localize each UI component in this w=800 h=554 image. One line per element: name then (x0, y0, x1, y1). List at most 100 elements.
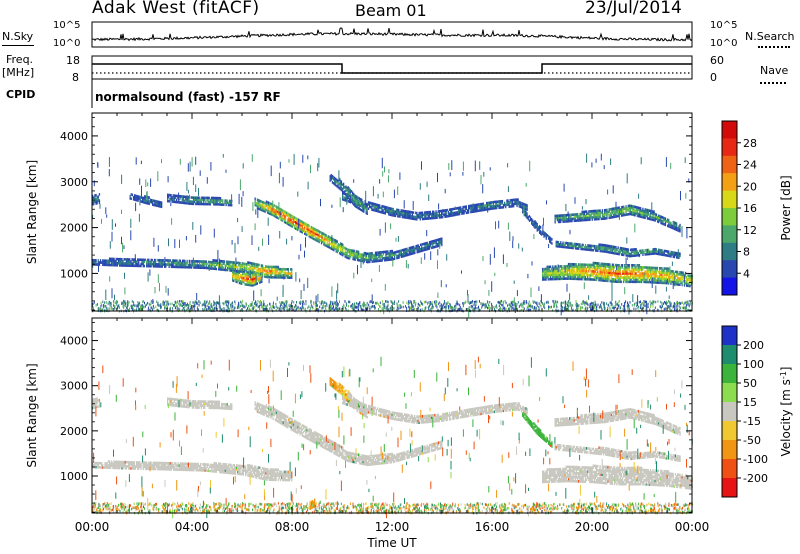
ground-scatter-cell (180, 300, 182, 303)
data-cell (262, 203, 264, 206)
noise-right-tick-bottom: 10^0 (710, 38, 738, 49)
data-cell (632, 205, 634, 208)
data-cell (196, 260, 198, 263)
data-cell (326, 242, 328, 246)
data-cell (414, 247, 416, 250)
data-cell (266, 271, 268, 275)
data-cell (270, 269, 273, 273)
ground-scatter-cell (402, 305, 404, 309)
data-cell (119, 262, 121, 265)
ground-scatter-cell (248, 305, 250, 308)
data-cell (126, 264, 129, 267)
data-cell (167, 263, 169, 266)
data-cell (175, 261, 177, 265)
data-cell (184, 263, 186, 267)
data-cell (123, 262, 125, 265)
data-cell (628, 264, 630, 267)
data-cell (237, 267, 239, 271)
data-cell (140, 264, 142, 268)
data-cell (250, 264, 252, 267)
data-cell (564, 241, 566, 245)
data-cell (286, 272, 288, 275)
data-cell (258, 272, 260, 275)
data-cell (274, 204, 276, 208)
data-cell (277, 267, 279, 271)
data-cell (304, 228, 306, 231)
data-cell (509, 205, 511, 208)
data-cell (275, 269, 277, 273)
data-cell (261, 266, 264, 270)
data-cell (131, 258, 133, 261)
data-cell (332, 243, 334, 247)
data-cell (362, 201, 364, 204)
data-cell (289, 221, 291, 225)
data-cell (570, 269, 572, 272)
data-cell (148, 260, 150, 264)
data-cell (272, 271, 274, 275)
cpid-text: normalsound (fast) -157 RF (95, 90, 281, 104)
data-cell (334, 243, 336, 246)
data-cell (633, 274, 635, 277)
data-cell (274, 213, 276, 216)
data-cell (135, 260, 138, 263)
data-cell (656, 266, 659, 270)
ground-scatter-cell (109, 304, 111, 307)
data-cell (267, 275, 269, 279)
data-cell (313, 231, 315, 234)
data-cell (261, 274, 263, 277)
data-cell (241, 278, 243, 281)
data-cell (309, 229, 311, 232)
data-cell (327, 239, 329, 242)
data-cell (205, 200, 207, 204)
data-cell (300, 222, 302, 225)
freq-step-line (92, 63, 692, 74)
data-cell (274, 209, 276, 212)
data-cell (264, 202, 266, 205)
data-cell (289, 215, 291, 219)
data-cell (243, 280, 245, 284)
data-cell (316, 233, 318, 236)
data-cell (304, 230, 306, 233)
data-cell (107, 261, 110, 265)
data-cell (284, 219, 287, 222)
data-cell (245, 279, 247, 282)
data-cell (296, 227, 298, 231)
data-cell (271, 211, 273, 214)
data-cell (275, 211, 278, 215)
data-cell (284, 217, 287, 220)
data-cell (147, 258, 149, 262)
data-cell (300, 220, 302, 223)
data-cell (97, 195, 99, 198)
ground-scatter-cell (172, 307, 174, 310)
data-cell (248, 281, 251, 285)
data-cell (234, 269, 237, 273)
data-cell (344, 186, 346, 189)
data-cell (158, 200, 160, 204)
data-cell (202, 262, 204, 265)
data-cell (272, 265, 274, 269)
data-cell (254, 197, 256, 201)
data-cell (214, 267, 216, 271)
data-cell (501, 199, 504, 203)
data-cell (233, 261, 235, 264)
data-cell (239, 275, 242, 279)
data-cell (224, 264, 226, 268)
data-cell (258, 269, 260, 273)
data-cell (259, 201, 261, 205)
data-cell (344, 190, 346, 193)
data-cell (337, 243, 339, 246)
data-cell (239, 273, 242, 277)
data-cell (222, 268, 224, 271)
data-cell (262, 209, 264, 212)
data-cell (196, 196, 198, 199)
data-cell (314, 238, 316, 241)
ground-scatter-cell (519, 303, 521, 307)
data-cell (346, 248, 348, 251)
data-cell (213, 263, 215, 266)
data-cell (131, 193, 134, 197)
ground-scatter-cell (644, 304, 646, 307)
data-cell (160, 259, 162, 262)
data-cell (251, 262, 253, 265)
data-cell (297, 224, 299, 227)
data-cell (147, 264, 149, 268)
